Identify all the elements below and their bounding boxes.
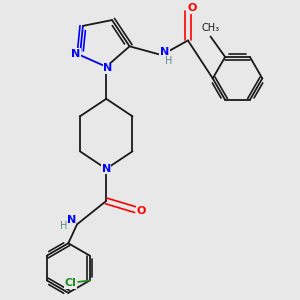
Text: N: N	[160, 47, 169, 57]
Text: N: N	[102, 164, 111, 174]
Text: H: H	[165, 56, 173, 66]
Text: O: O	[136, 206, 146, 216]
Text: Cl: Cl	[65, 278, 77, 288]
Text: O: O	[188, 3, 197, 14]
Text: N: N	[71, 49, 80, 58]
Text: N: N	[103, 63, 112, 73]
Text: CH₃: CH₃	[202, 23, 220, 33]
Text: N: N	[67, 215, 76, 225]
Text: H: H	[60, 221, 68, 231]
